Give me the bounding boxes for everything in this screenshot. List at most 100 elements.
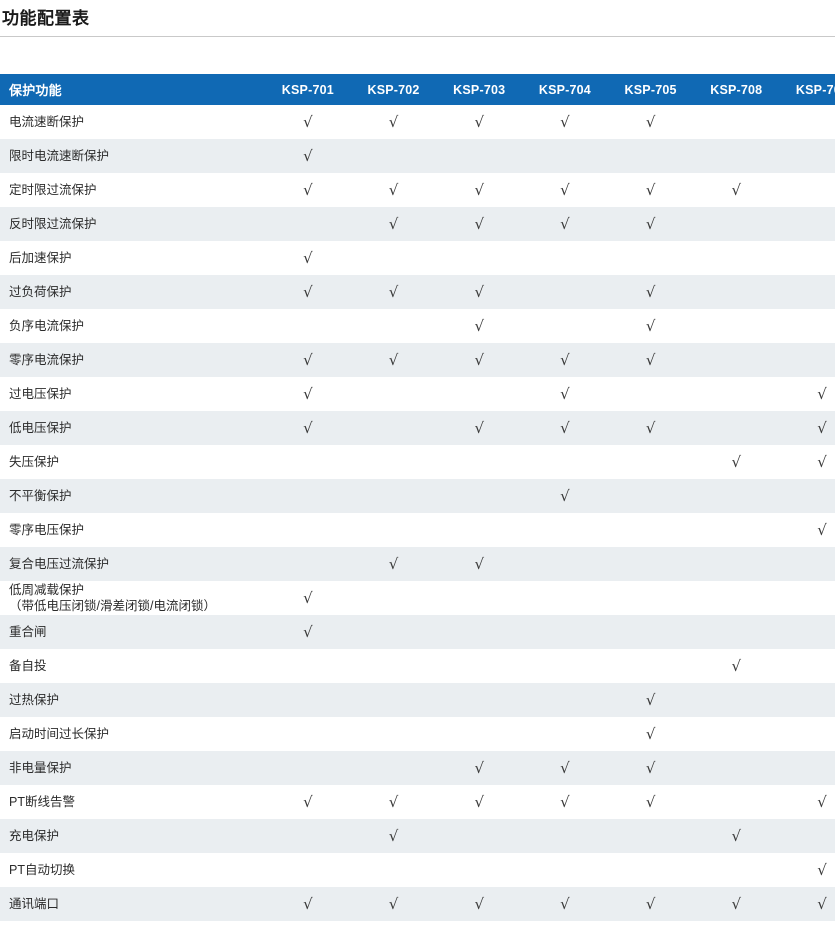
check-cell-supported: √ — [436, 751, 523, 785]
table-row: 负序电流保护√√√√√√√ — [0, 309, 835, 343]
check-cell-supported: √ — [436, 309, 523, 343]
check-icon: √ — [474, 112, 484, 131]
check-icon: √ — [474, 316, 484, 335]
check-cell-empty: √ — [779, 309, 835, 343]
check-icon: √ — [303, 588, 313, 607]
check-icon: √ — [731, 452, 742, 471]
check-cell-supported: √ — [779, 513, 835, 547]
check-icon: √ — [388, 350, 399, 369]
check-cell-empty: √ — [350, 309, 437, 343]
feature-label: 低电压保护 — [0, 411, 265, 445]
check-icon: √ — [388, 792, 399, 811]
check-cell-empty: √ — [522, 717, 608, 751]
check-cell-supported: √ — [779, 887, 835, 921]
check-icon: √ — [731, 894, 742, 913]
check-cell-supported: √ — [522, 751, 608, 785]
check-icon: √ — [645, 894, 656, 913]
table-row: PT自动切换√√√√√√√ — [0, 853, 835, 887]
check-icon: √ — [645, 758, 656, 777]
check-icon: √ — [474, 350, 484, 369]
check-icon: √ — [645, 690, 656, 709]
check-cell-supported: √ — [265, 615, 351, 649]
check-cell-empty: √ — [607, 445, 694, 479]
check-cell-empty: √ — [350, 479, 437, 513]
check-cell-empty: √ — [436, 445, 523, 479]
check-cell-supported: √ — [350, 819, 437, 853]
check-cell-empty: √ — [522, 139, 608, 173]
check-cell-empty: √ — [693, 615, 780, 649]
check-icon: √ — [303, 282, 313, 301]
check-cell-supported: √ — [350, 105, 437, 139]
table-row: 备自投√√√√√√√ — [0, 649, 835, 683]
check-icon: √ — [560, 792, 570, 811]
check-cell-empty: √ — [779, 649, 835, 683]
check-cell-supported: √ — [779, 411, 835, 445]
check-icon: √ — [303, 418, 313, 437]
check-cell-empty: √ — [350, 581, 437, 615]
check-cell-empty: √ — [350, 445, 437, 479]
check-cell-supported: √ — [522, 411, 608, 445]
column-header-ksp-701: KSP-701 — [265, 74, 351, 105]
check-cell-supported: √ — [265, 343, 351, 377]
check-icon: √ — [303, 384, 313, 403]
check-cell-supported: √ — [607, 411, 694, 445]
check-cell-supported: √ — [693, 887, 780, 921]
feature-label: PT断线告警 — [0, 785, 265, 819]
check-cell-empty: √ — [693, 411, 780, 445]
check-icon: √ — [474, 792, 484, 811]
check-cell-empty: √ — [522, 241, 608, 275]
column-header-ksp-709: KSP-709 — [779, 74, 835, 105]
check-cell-empty: √ — [522, 275, 608, 309]
feature-label: 过负荷保护 — [0, 275, 265, 309]
check-cell-empty: √ — [265, 309, 351, 343]
check-cell-empty: √ — [350, 139, 437, 173]
check-cell-empty: √ — [779, 343, 835, 377]
feature-label: 零序电压保护 — [0, 513, 265, 547]
check-cell-empty: √ — [265, 683, 351, 717]
check-cell-empty: √ — [436, 853, 523, 887]
check-cell-supported: √ — [607, 173, 694, 207]
feature-label: 电流速断保护 — [0, 105, 265, 139]
check-cell-empty: √ — [436, 479, 523, 513]
table-row: 限时电流速断保护√√√√√√√ — [0, 139, 835, 173]
check-icon: √ — [817, 520, 827, 539]
check-icon: √ — [474, 894, 484, 913]
check-cell-empty: √ — [693, 717, 780, 751]
check-cell-empty: √ — [607, 241, 694, 275]
check-icon: √ — [731, 656, 742, 675]
check-cell-empty: √ — [350, 377, 437, 411]
check-icon: √ — [388, 894, 399, 913]
feature-label: 低周减载保护 （带低电压闭锁/滑差闭锁/电流闭锁） — [0, 581, 265, 615]
check-cell-empty: √ — [522, 853, 608, 887]
table-row: 后加速保护√√√√√√√ — [0, 241, 835, 275]
check-cell-supported: √ — [693, 173, 780, 207]
check-cell-empty: √ — [436, 717, 523, 751]
check-cell-empty: √ — [350, 751, 437, 785]
check-icon: √ — [388, 180, 399, 199]
check-cell-supported: √ — [779, 377, 835, 411]
check-cell-supported: √ — [522, 887, 608, 921]
check-cell-empty: √ — [693, 343, 780, 377]
table-row: 过负荷保护√√√√√√√ — [0, 275, 835, 309]
check-icon: √ — [388, 112, 399, 131]
table-row: 低周减载保护（带低电压闭锁/滑差闭锁/电流闭锁）√√√√√√√ — [0, 581, 835, 615]
check-cell-empty: √ — [522, 513, 608, 547]
check-cell-empty: √ — [436, 513, 523, 547]
check-cell-empty: √ — [522, 615, 608, 649]
feature-label: 零序电流保护 — [0, 343, 265, 377]
feature-label: 启动时间过长保护 — [0, 717, 265, 751]
check-icon: √ — [474, 418, 484, 437]
feature-label: 反时限过流保护 — [0, 207, 265, 241]
check-cell-supported: √ — [607, 683, 694, 717]
check-cell-supported: √ — [265, 241, 351, 275]
check-cell-supported: √ — [265, 275, 351, 309]
check-cell-empty: √ — [607, 581, 694, 615]
check-cell-supported: √ — [693, 649, 780, 683]
check-cell-supported: √ — [436, 887, 523, 921]
table-row: 失压保护√√√√√√√ — [0, 445, 835, 479]
check-cell-supported: √ — [522, 479, 608, 513]
column-header-ksp-705: KSP-705 — [607, 74, 694, 105]
check-icon: √ — [560, 180, 570, 199]
check-cell-empty: √ — [522, 649, 608, 683]
feature-label: 失压保护 — [0, 445, 265, 479]
